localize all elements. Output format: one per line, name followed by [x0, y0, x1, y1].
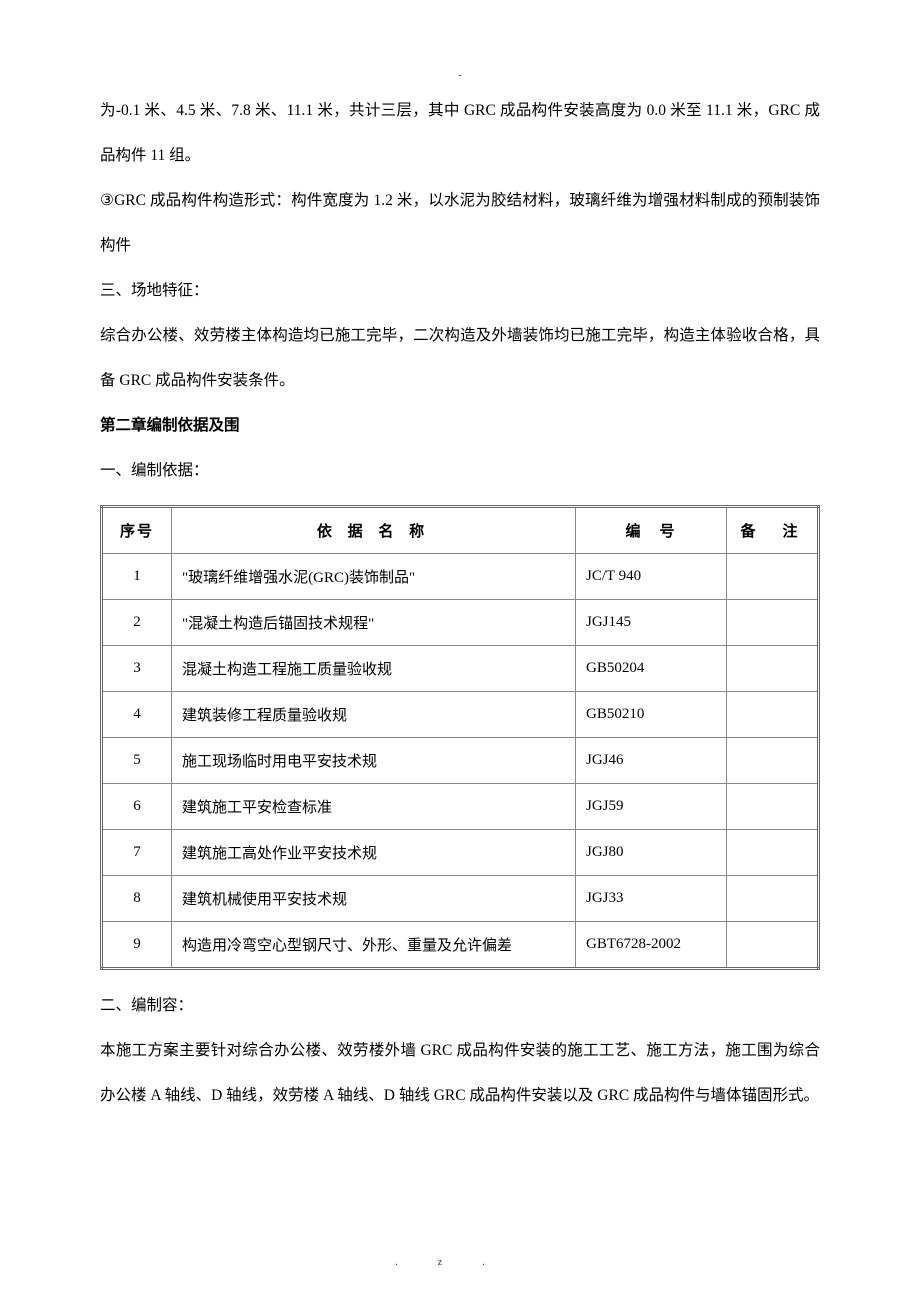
cell-code: JGJ33 — [576, 876, 727, 922]
table-row: 5 施工现场临时用电平安技术规 JGJ46 — [102, 738, 819, 784]
table-row: 4 建筑装修工程质量验收规 GB50210 — [102, 692, 819, 738]
cell-note — [727, 600, 819, 646]
paragraph-5: 一、编制依据： — [100, 449, 820, 494]
cell-code: GB50210 — [576, 692, 727, 738]
cell-note — [727, 646, 819, 692]
cell-note — [727, 922, 819, 969]
cell-name: 建筑施工高处作业平安技术规 — [172, 830, 576, 876]
cell-name: 混凝土构造工程施工质量验收规 — [172, 646, 576, 692]
th-note: 备 注 — [727, 507, 819, 554]
paragraph-2: ③GRC 成品构件构造形式：构件宽度为 1.2 米，以水泥为胶结材料，玻璃纤维为… — [100, 179, 820, 269]
cell-name: 施工现场临时用电平安技术规 — [172, 738, 576, 784]
cell-name: 建筑施工平安检查标准 — [172, 784, 576, 830]
cell-code: GB50204 — [576, 646, 727, 692]
cell-name: 构造用冷弯空心型钢尺寸、外形、重量及允许偏差 — [172, 922, 576, 969]
cell-note — [727, 738, 819, 784]
paragraph-7: 本施工方案主要针对综合办公楼、效劳楼外墙 GRC 成品构件安装的施工工艺、施工方… — [100, 1029, 820, 1119]
cell-note — [727, 830, 819, 876]
cell-note — [727, 554, 819, 600]
cell-note — [727, 784, 819, 830]
th-num: 序号 — [102, 507, 172, 554]
cell-name: 建筑机械使用平安技术规 — [172, 876, 576, 922]
table-row: 9 构造用冷弯空心型钢尺寸、外形、重量及允许偏差 GBT6728-2002 — [102, 922, 819, 969]
th-code: 编 号 — [576, 507, 727, 554]
cell-num: 3 — [102, 646, 172, 692]
cell-code: JGJ46 — [576, 738, 727, 784]
paragraph-1: 为-0.1 米、4.5 米、7.8 米、11.1 米，共计三层，其中 GRC 成… — [100, 89, 820, 179]
cell-num: 5 — [102, 738, 172, 784]
th-name: 依 据 名 称 — [172, 507, 576, 554]
cell-code: GBT6728-2002 — [576, 922, 727, 969]
cell-note — [727, 692, 819, 738]
paragraph-4: 综合办公楼、效劳楼主体构造均已施工完毕，二次构造及外墙装饰均已施工完毕，构造主体… — [100, 314, 820, 404]
cell-num: 2 — [102, 600, 172, 646]
cell-num: 4 — [102, 692, 172, 738]
table-row: 3 混凝土构造工程施工质量验收规 GB50204 — [102, 646, 819, 692]
document-page: - 为-0.1 米、4.5 米、7.8 米、11.1 米，共计三层，其中 GRC… — [0, 0, 920, 1302]
cell-name: "玻璃纤维增强水泥(GRC)装饰制品" — [172, 554, 576, 600]
cell-num: 1 — [102, 554, 172, 600]
top-marker: - — [100, 70, 820, 81]
cell-note — [727, 876, 819, 922]
basis-table: 序号 依 据 名 称 编 号 备 注 1 "玻璃纤维增强水泥(GRC)装饰制品"… — [100, 505, 820, 970]
cell-name: 建筑装修工程质量验收规 — [172, 692, 576, 738]
cell-name: "混凝土构造后锚固技术规程" — [172, 600, 576, 646]
cell-code: JC/T 940 — [576, 554, 727, 600]
cell-code: JGJ145 — [576, 600, 727, 646]
table-row: 8 建筑机械使用平安技术规 JGJ33 — [102, 876, 819, 922]
cell-num: 7 — [102, 830, 172, 876]
table-row: 1 "玻璃纤维增强水泥(GRC)装饰制品" JC/T 940 — [102, 554, 819, 600]
paragraph-3: 三、场地特征： — [100, 269, 820, 314]
table-row: 7 建筑施工高处作业平安技术规 JGJ80 — [102, 830, 819, 876]
table-header-row: 序号 依 据 名 称 编 号 备 注 — [102, 507, 819, 554]
cell-code: JGJ80 — [576, 830, 727, 876]
cell-code: JGJ59 — [576, 784, 727, 830]
cell-num: 6 — [102, 784, 172, 830]
paragraph-6: 二、编制容： — [100, 984, 820, 1029]
chapter-heading-2: 第二章编制依据及围 — [100, 404, 820, 449]
cell-num: 8 — [102, 876, 172, 922]
table-row: 2 "混凝土构造后锚固技术规程" JGJ145 — [102, 600, 819, 646]
table-row: 6 建筑施工平安检查标准 JGJ59 — [102, 784, 819, 830]
page-footer: .z. — [0, 1257, 920, 1268]
cell-num: 9 — [102, 922, 172, 969]
